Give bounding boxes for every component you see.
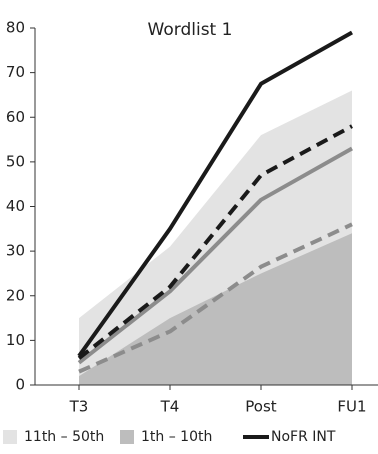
y-tick-label: 60: [6, 108, 25, 126]
legend-label: 11th – 50th: [24, 429, 104, 445]
line: [77, 30, 353, 358]
legend-label: 1th – 10th: [141, 429, 212, 445]
y-tick-label: 30: [6, 242, 25, 260]
y-tick-label: 0: [15, 376, 25, 394]
y-tick-label: 50: [6, 152, 25, 170]
chart-title: Wordlist 1: [148, 20, 233, 40]
legend-swatch: [3, 430, 17, 444]
line: [78, 222, 353, 374]
line: [77, 146, 353, 365]
x-tick-label: FU1: [337, 398, 366, 416]
x-tick-label: T3: [69, 398, 89, 416]
area: [79, 233, 352, 385]
legend-label: NoFR INT: [271, 429, 336, 445]
y-tick-label: 20: [6, 286, 25, 304]
plot-area: [77, 30, 353, 385]
x-tick-label: Post: [245, 398, 277, 416]
y-tick-label: 80: [6, 19, 25, 37]
y-tick-label: 70: [6, 63, 25, 81]
x-tick-label: T4: [160, 398, 180, 416]
y-tick-label: 40: [6, 197, 25, 215]
y-tick-label: 10: [6, 331, 25, 349]
line: [77, 124, 353, 360]
legend-swatch: [120, 430, 134, 444]
